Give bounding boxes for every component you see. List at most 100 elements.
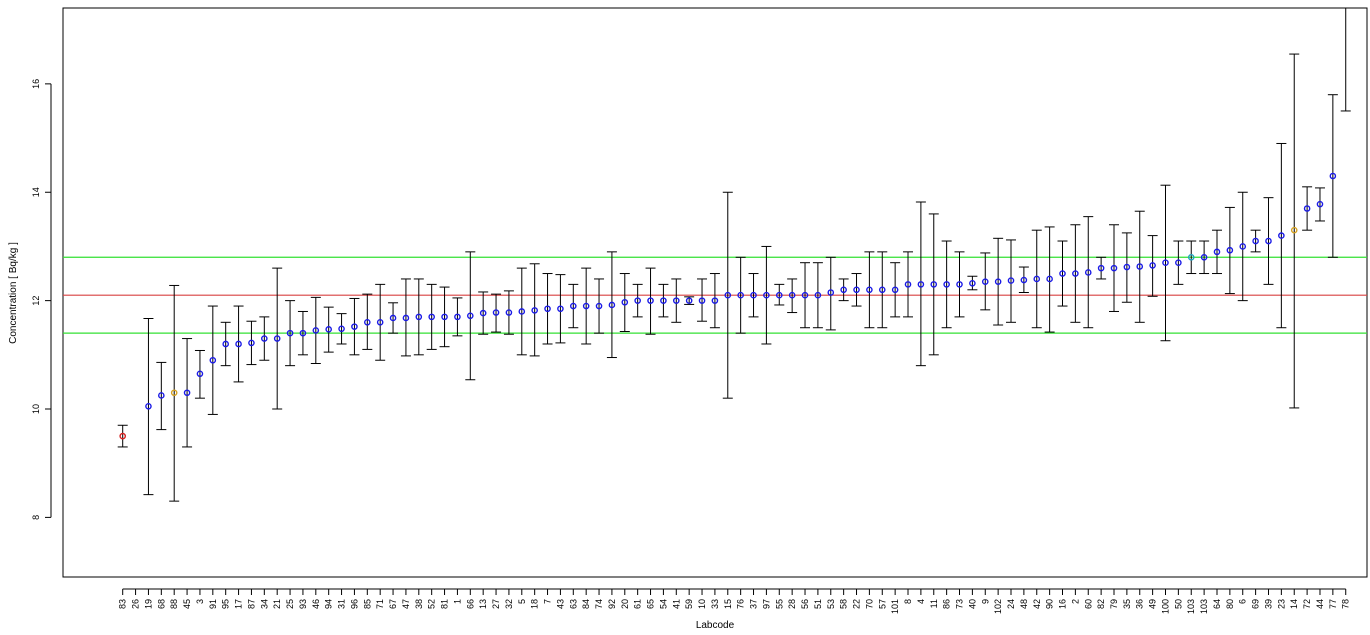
x-tick-label-58: 58 bbox=[839, 599, 849, 609]
point-51 bbox=[814, 291, 822, 299]
point-93 bbox=[299, 329, 307, 337]
x-tick-label-92: 92 bbox=[607, 599, 617, 609]
point-66 bbox=[466, 312, 474, 320]
point-5 bbox=[518, 308, 526, 315]
point-70 bbox=[866, 286, 873, 294]
point-46 bbox=[312, 327, 320, 334]
point-94 bbox=[325, 326, 332, 333]
error-bars bbox=[117, 7, 1351, 502]
x-tick-label-82: 82 bbox=[1096, 599, 1106, 609]
x-tick-label-77: 77 bbox=[1328, 599, 1338, 609]
x-tick-label-39: 39 bbox=[1263, 599, 1273, 609]
point-96 bbox=[351, 323, 358, 330]
point-43 bbox=[557, 305, 564, 313]
point-48 bbox=[1020, 276, 1028, 284]
point-101 bbox=[891, 286, 899, 294]
x-tick-label-32: 32 bbox=[504, 599, 514, 609]
point-90 bbox=[1046, 275, 1053, 283]
point-10 bbox=[698, 297, 706, 304]
x-tick-label-42: 42 bbox=[1032, 599, 1042, 609]
point-55 bbox=[775, 291, 783, 299]
x-tick-label-1: 1 bbox=[452, 599, 462, 604]
x-tick-label-80: 80 bbox=[1225, 599, 1235, 609]
x-tick-label-37: 37 bbox=[749, 599, 759, 609]
point-92 bbox=[608, 301, 616, 309]
point-79 bbox=[1110, 264, 1118, 272]
x-tick-label-51: 51 bbox=[813, 599, 823, 609]
plot-frame bbox=[62, 7, 1368, 578]
point-54 bbox=[660, 297, 667, 304]
point-64 bbox=[1213, 248, 1221, 256]
point-28 bbox=[788, 291, 796, 299]
point-45 bbox=[183, 389, 191, 397]
point-20 bbox=[621, 298, 629, 306]
x-tick-label-85: 85 bbox=[362, 599, 372, 609]
point-37 bbox=[750, 291, 757, 299]
point-39 bbox=[1265, 237, 1272, 245]
y-tick-label-10: 10 bbox=[31, 404, 41, 414]
data-points bbox=[119, 172, 1337, 440]
x-tick-label-68: 68 bbox=[156, 599, 166, 609]
x-tick-label-72: 72 bbox=[1302, 599, 1312, 609]
y-tick-label-14: 14 bbox=[31, 187, 41, 197]
point-7 bbox=[544, 305, 551, 313]
x-tick-label-15: 15 bbox=[723, 599, 733, 609]
point-68 bbox=[158, 392, 165, 399]
point-1 bbox=[454, 313, 461, 321]
x-tick-label-26: 26 bbox=[131, 599, 141, 609]
x-tick-label-45: 45 bbox=[182, 599, 192, 609]
point-56 bbox=[801, 291, 809, 299]
x-tick-label-11: 11 bbox=[929, 599, 939, 608]
point-97 bbox=[763, 291, 770, 299]
x-tick-label-103: 103 bbox=[1186, 599, 1196, 614]
x-tick-label-78: 78 bbox=[1341, 599, 1351, 609]
x-tick-label-48: 48 bbox=[1019, 599, 1029, 609]
x-tick-label-21: 21 bbox=[272, 599, 282, 609]
x-tick-label-66: 66 bbox=[465, 599, 475, 609]
point-23 bbox=[1278, 232, 1285, 239]
x-tick-label-59: 59 bbox=[684, 599, 694, 609]
x-tick-label-20: 20 bbox=[620, 599, 630, 609]
x-tick-label-10: 10 bbox=[697, 599, 707, 609]
x-tick-label-7: 7 bbox=[543, 599, 553, 604]
point-6 bbox=[1239, 243, 1247, 250]
x-tick-label-23: 23 bbox=[1276, 599, 1286, 609]
point-38 bbox=[415, 313, 423, 321]
x-tick-label-103: 103 bbox=[1199, 599, 1209, 614]
point-61 bbox=[634, 297, 641, 304]
x-tick-label-96: 96 bbox=[349, 599, 359, 609]
point-102 bbox=[994, 278, 1002, 285]
point-18 bbox=[531, 307, 538, 314]
x-tick-label-33: 33 bbox=[710, 599, 720, 609]
point-32 bbox=[505, 309, 513, 316]
point-19 bbox=[145, 402, 152, 410]
x-tick-label-94: 94 bbox=[324, 599, 334, 609]
point-50 bbox=[1175, 259, 1182, 266]
point-9 bbox=[981, 278, 989, 285]
point-103 bbox=[1187, 253, 1195, 261]
point-63 bbox=[569, 302, 577, 310]
x-tick-label-5: 5 bbox=[517, 599, 527, 604]
x-tick-label-97: 97 bbox=[761, 599, 771, 609]
x-tick-label-53: 53 bbox=[826, 599, 836, 609]
x-tick-label-16: 16 bbox=[1058, 599, 1068, 609]
point-8 bbox=[904, 281, 912, 288]
point-40 bbox=[969, 279, 976, 287]
x-tick-label-67: 67 bbox=[388, 599, 398, 609]
x-tick-label-13: 13 bbox=[478, 599, 488, 609]
x-tick-label-14: 14 bbox=[1289, 599, 1299, 609]
point-31 bbox=[338, 325, 345, 333]
y-axis: 8 10 12 14 16 bbox=[31, 79, 52, 520]
x-tick-label-73: 73 bbox=[955, 599, 965, 609]
x-tick-label-56: 56 bbox=[800, 599, 810, 609]
point-103 bbox=[1200, 253, 1208, 261]
point-4 bbox=[917, 281, 925, 288]
point-2 bbox=[1072, 270, 1079, 277]
x-tick-label-71: 71 bbox=[375, 599, 385, 609]
point-36 bbox=[1136, 263, 1144, 270]
point-41 bbox=[672, 297, 680, 304]
point-91 bbox=[209, 356, 217, 364]
point-33 bbox=[711, 297, 719, 304]
point-17 bbox=[235, 340, 242, 348]
